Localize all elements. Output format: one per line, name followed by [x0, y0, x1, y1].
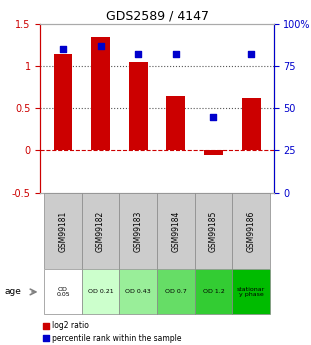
Point	[61, 47, 66, 52]
Text: GSM99185: GSM99185	[209, 210, 218, 252]
Text: GSM99184: GSM99184	[171, 210, 180, 252]
Point	[136, 52, 141, 57]
Bar	[242, 98, 261, 150]
Point	[248, 52, 253, 57]
Bar	[91, 37, 110, 150]
FancyBboxPatch shape	[44, 269, 82, 314]
FancyBboxPatch shape	[232, 193, 270, 269]
Text: GSM99183: GSM99183	[134, 210, 143, 252]
Text: stationar
y phase: stationar y phase	[237, 287, 265, 297]
Point	[44, 335, 49, 341]
Text: OD 0.7: OD 0.7	[165, 289, 187, 294]
FancyBboxPatch shape	[44, 193, 82, 269]
FancyBboxPatch shape	[195, 193, 232, 269]
FancyBboxPatch shape	[82, 269, 119, 314]
Text: GSM99182: GSM99182	[96, 210, 105, 252]
Text: GSM99181: GSM99181	[58, 210, 67, 252]
FancyBboxPatch shape	[195, 269, 232, 314]
FancyBboxPatch shape	[157, 269, 195, 314]
Text: OD
0.05: OD 0.05	[56, 287, 70, 297]
FancyBboxPatch shape	[119, 269, 157, 314]
FancyBboxPatch shape	[232, 269, 270, 314]
Text: OD 0.21: OD 0.21	[88, 289, 114, 294]
Point	[44, 323, 49, 328]
Text: log2 ratio: log2 ratio	[52, 321, 89, 330]
Bar	[166, 96, 185, 150]
FancyBboxPatch shape	[157, 193, 195, 269]
Text: percentile rank within the sample: percentile rank within the sample	[52, 334, 181, 343]
Text: OD 0.43: OD 0.43	[125, 289, 151, 294]
Point	[173, 52, 178, 57]
FancyBboxPatch shape	[82, 193, 119, 269]
Text: OD 1.2: OD 1.2	[202, 289, 224, 294]
FancyBboxPatch shape	[119, 193, 157, 269]
Point	[98, 43, 103, 49]
Bar	[129, 62, 148, 150]
Text: GSM99186: GSM99186	[247, 210, 256, 252]
Bar	[204, 150, 223, 155]
Point	[211, 114, 216, 120]
Text: age: age	[5, 287, 22, 296]
Title: GDS2589 / 4147: GDS2589 / 4147	[105, 10, 209, 23]
Bar	[53, 53, 72, 150]
